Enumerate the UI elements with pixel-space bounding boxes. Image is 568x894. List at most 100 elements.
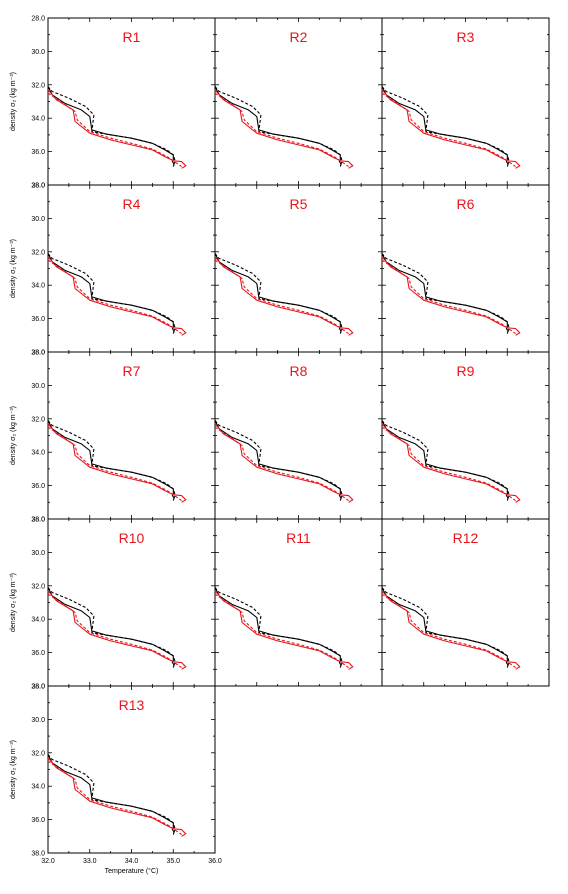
panel-r12: R12: [381, 518, 550, 687]
series-line-2: [47, 89, 187, 169]
series-line-3: [214, 593, 349, 669]
series-line-1: [47, 754, 176, 834]
series-line-0: [47, 253, 175, 334]
y-tick-label: 28.0: [31, 16, 45, 23]
y-axis-label: density σ₂ (kg m⁻³): [10, 573, 17, 632]
series-line-2: [214, 423, 354, 503]
y-tick-label: 36.0: [31, 483, 45, 490]
panel-title: R5: [290, 196, 308, 212]
y-tick-label: 36.0: [31, 149, 45, 156]
y-axis-label: density σ₂ (kg m⁻³): [10, 239, 17, 298]
panel-r11: R11: [214, 518, 383, 687]
y-tick-label: 38.0: [31, 684, 45, 691]
series-line-1: [381, 86, 510, 166]
y-tick-label: 28.0: [31, 517, 45, 524]
series-line-0: [214, 86, 342, 167]
panel-title: R7: [123, 363, 141, 379]
series-line-1: [214, 253, 343, 333]
x-tick-label: 35.0: [166, 858, 180, 865]
series-line-2: [214, 89, 354, 169]
series-line-0: [47, 587, 175, 668]
panel-title: R3: [457, 29, 475, 45]
y-tick-label: 34.0: [31, 283, 45, 290]
series-line-3: [47, 259, 182, 335]
y-tick-label: 34.0: [31, 784, 45, 791]
panel-r6: R6: [381, 184, 550, 353]
series-line-3: [47, 92, 182, 168]
panel-title: R9: [457, 363, 475, 379]
series-line-0: [47, 420, 175, 501]
panel-r5: R5: [214, 184, 383, 353]
panel-title: R8: [290, 363, 308, 379]
series-line-2: [381, 256, 521, 336]
y-tick-label: 32.0: [31, 750, 45, 757]
y-tick-label: 32.0: [31, 583, 45, 590]
y-tick-label: 38.0: [31, 851, 45, 858]
series-line-1: [214, 587, 343, 667]
y-tick-label: 32.0: [31, 82, 45, 89]
series-line-0: [381, 253, 509, 334]
y-axis-label: density σ₂ (kg m⁻³): [10, 72, 17, 131]
series-line-2: [47, 757, 187, 837]
y-tick-label: 34.0: [31, 450, 45, 457]
y-axis-label: density σ₂ (kg m⁻³): [10, 406, 17, 465]
y-tick-label: 38.0: [31, 350, 45, 357]
series-line-2: [47, 423, 187, 503]
series-line-0: [381, 587, 509, 668]
y-tick-label: 30.0: [31, 383, 45, 390]
panel-r3: R3: [381, 17, 550, 186]
series-line-1: [214, 420, 343, 500]
y-tick-label: 36.0: [31, 316, 45, 323]
panel-title: R6: [457, 196, 475, 212]
x-tick-label: 33.0: [83, 858, 97, 865]
panel-r1: 28.0 30.0 32.0 34.0 36.0 38.0 density σ₂ (kg m…: [10, 16, 216, 190]
y-tick-label: 30.0: [31, 717, 45, 724]
series-line-1: [47, 420, 176, 500]
y-tick-label: 28.0: [31, 684, 45, 691]
series-line-3: [381, 259, 516, 335]
series-line-2: [214, 590, 354, 670]
panel-r2: R2: [214, 17, 383, 186]
y-tick-label: 32.0: [31, 416, 45, 423]
series-line-2: [381, 423, 521, 503]
series-line-0: [47, 86, 175, 167]
series-line-3: [214, 426, 349, 502]
panel-title: R12: [453, 530, 479, 546]
series-line-3: [47, 760, 182, 836]
panel-r9: R9: [381, 351, 550, 520]
series-line-1: [47, 253, 176, 333]
y-tick-label: 36.0: [31, 650, 45, 657]
y-tick-label: 30.0: [31, 550, 45, 557]
series-line-3: [47, 593, 182, 669]
y-tick-label: 38.0: [31, 517, 45, 524]
series-line-3: [214, 92, 349, 168]
panel-r10: 28.0 30.0 32.0 34.0 36.0 38.0 density σ₂ (kg m…: [10, 517, 216, 691]
series-line-3: [214, 259, 349, 335]
y-tick-label: 38.0: [31, 183, 45, 190]
series-line-1: [47, 86, 176, 166]
series-line-3: [381, 426, 516, 502]
y-tick-label: 34.0: [31, 116, 45, 123]
series-line-0: [381, 86, 509, 167]
x-tick-label: 32.0: [41, 858, 55, 865]
panel-title: R13: [119, 697, 145, 713]
x-axis-label: Temperature (°C): [105, 867, 159, 875]
y-tick-label: 30.0: [31, 216, 45, 223]
series-line-1: [381, 253, 510, 333]
y-tick-label: 28.0: [31, 350, 45, 357]
panel-r13: 28.0 30.0 32.0 34.0 36.0 38.0 density σ₂ (kg m…: [10, 684, 216, 858]
y-tick-label: 30.0: [31, 49, 45, 56]
series-line-0: [214, 420, 342, 501]
series-line-0: [214, 253, 342, 334]
y-tick-label: 28.0: [31, 183, 45, 190]
series-line-1: [381, 587, 510, 667]
panel-title: R2: [290, 29, 308, 45]
series-line-1: [47, 587, 176, 667]
y-tick-label: 36.0: [31, 817, 45, 824]
panel-title: R10: [119, 530, 145, 546]
panel-title: R4: [123, 196, 141, 212]
y-tick-label: 32.0: [31, 249, 45, 256]
panel-r7: 28.0 30.0 32.0 34.0 36.0 38.0 density σ₂ (kg m…: [10, 350, 216, 524]
x-tick-label: 34.0: [125, 858, 139, 865]
